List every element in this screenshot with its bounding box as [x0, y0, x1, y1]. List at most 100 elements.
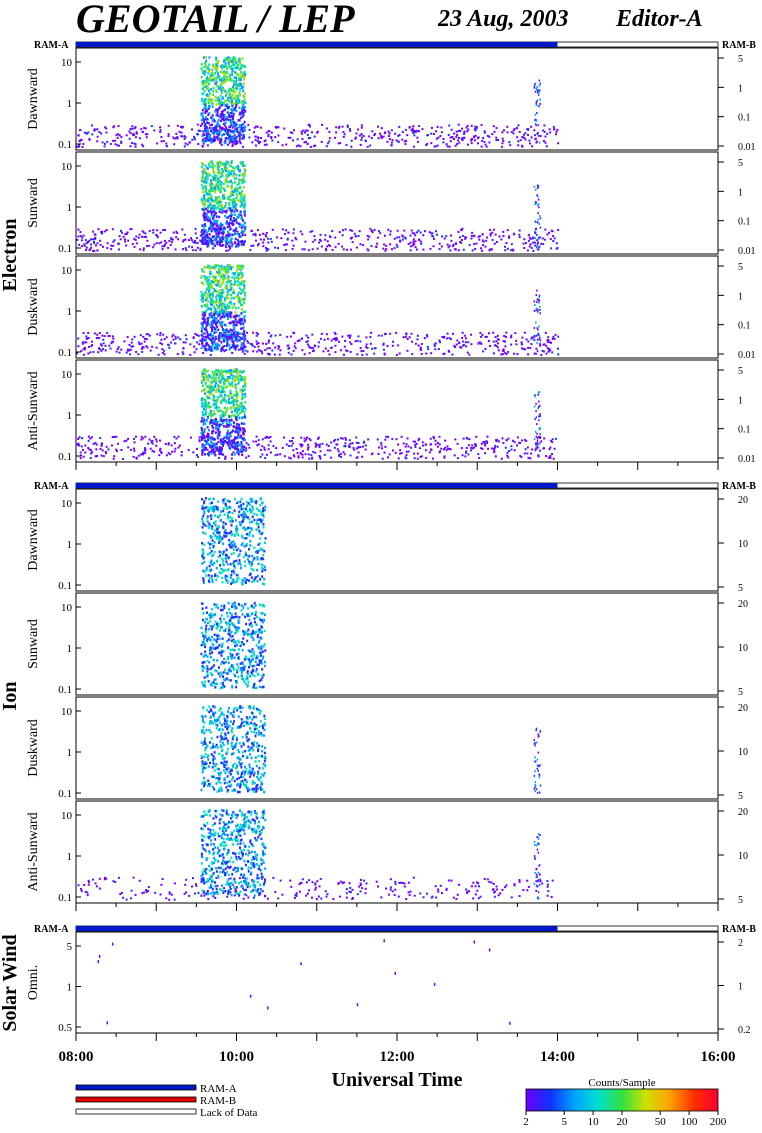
cell [396, 354, 398, 356]
cell [488, 340, 490, 342]
cell [309, 352, 311, 354]
cell [403, 442, 405, 444]
cell [325, 249, 327, 251]
cell [233, 289, 235, 292]
cell [490, 248, 492, 250]
cell [206, 280, 208, 283]
cell [347, 125, 349, 127]
cell [235, 416, 237, 419]
cell [204, 215, 206, 218]
cell [367, 235, 369, 237]
cell [129, 353, 131, 355]
cell [205, 234, 207, 237]
cell [518, 442, 520, 444]
cell [239, 236, 241, 239]
cell [229, 165, 231, 168]
cell [202, 433, 204, 436]
cell [405, 129, 407, 131]
cell [243, 243, 245, 246]
cell [370, 343, 372, 345]
cell [340, 453, 342, 455]
cell [362, 350, 364, 352]
cell [215, 431, 217, 434]
cell [379, 232, 381, 234]
cell [219, 273, 221, 276]
cell [329, 137, 331, 139]
cell [232, 307, 234, 310]
cell [208, 429, 210, 432]
cell [223, 133, 225, 136]
cell [238, 77, 240, 80]
cell [202, 352, 204, 354]
cell [233, 223, 235, 226]
cell [156, 229, 158, 231]
cell [230, 331, 232, 334]
cell [217, 61, 219, 64]
cell [229, 74, 231, 77]
cell [272, 445, 274, 447]
cell [458, 137, 460, 139]
cell [488, 136, 490, 138]
cell [95, 448, 97, 450]
cell [224, 90, 226, 93]
left-tick-label: 0.1 [58, 139, 72, 151]
cell [539, 309, 541, 311]
cell [96, 444, 98, 446]
cell [347, 335, 349, 337]
cell [338, 450, 340, 452]
cell [468, 354, 470, 356]
cell [234, 430, 236, 433]
cell [112, 245, 114, 247]
cell [209, 134, 211, 137]
cell [360, 350, 362, 352]
cell [202, 146, 204, 148]
cell [345, 228, 347, 230]
cell [537, 195, 539, 197]
cell [239, 90, 241, 93]
cell [207, 317, 209, 320]
cell [235, 130, 237, 133]
cell [324, 234, 326, 236]
cell [218, 124, 220, 127]
cell [433, 437, 435, 439]
cell [441, 245, 443, 247]
cell [258, 439, 260, 441]
cell [238, 200, 240, 203]
cell [212, 266, 214, 269]
cell [153, 451, 155, 453]
cell [517, 144, 519, 146]
cell [502, 140, 504, 142]
cell [202, 138, 204, 141]
cell [228, 330, 230, 333]
cell [331, 249, 333, 251]
cell [172, 239, 174, 241]
cell [79, 140, 81, 142]
cell [264, 457, 266, 459]
cell [135, 239, 137, 241]
cell [370, 332, 372, 334]
cell [112, 436, 114, 438]
cell [133, 246, 135, 248]
cell [230, 322, 232, 325]
cell [352, 447, 354, 449]
cell [225, 328, 227, 331]
cell [241, 192, 243, 195]
cell [211, 304, 213, 307]
cell [484, 452, 486, 454]
cell [159, 129, 161, 131]
cell [218, 314, 220, 317]
cell [244, 311, 246, 314]
cell [465, 237, 467, 239]
cell [231, 245, 233, 248]
cell [295, 347, 297, 349]
cell [227, 380, 229, 383]
cell [231, 182, 233, 185]
cell [238, 417, 240, 420]
cell [412, 241, 414, 243]
cell [97, 136, 99, 138]
cell [112, 228, 114, 230]
cell [222, 311, 224, 314]
cell [503, 235, 505, 237]
cell [216, 406, 218, 409]
cell [510, 449, 512, 451]
